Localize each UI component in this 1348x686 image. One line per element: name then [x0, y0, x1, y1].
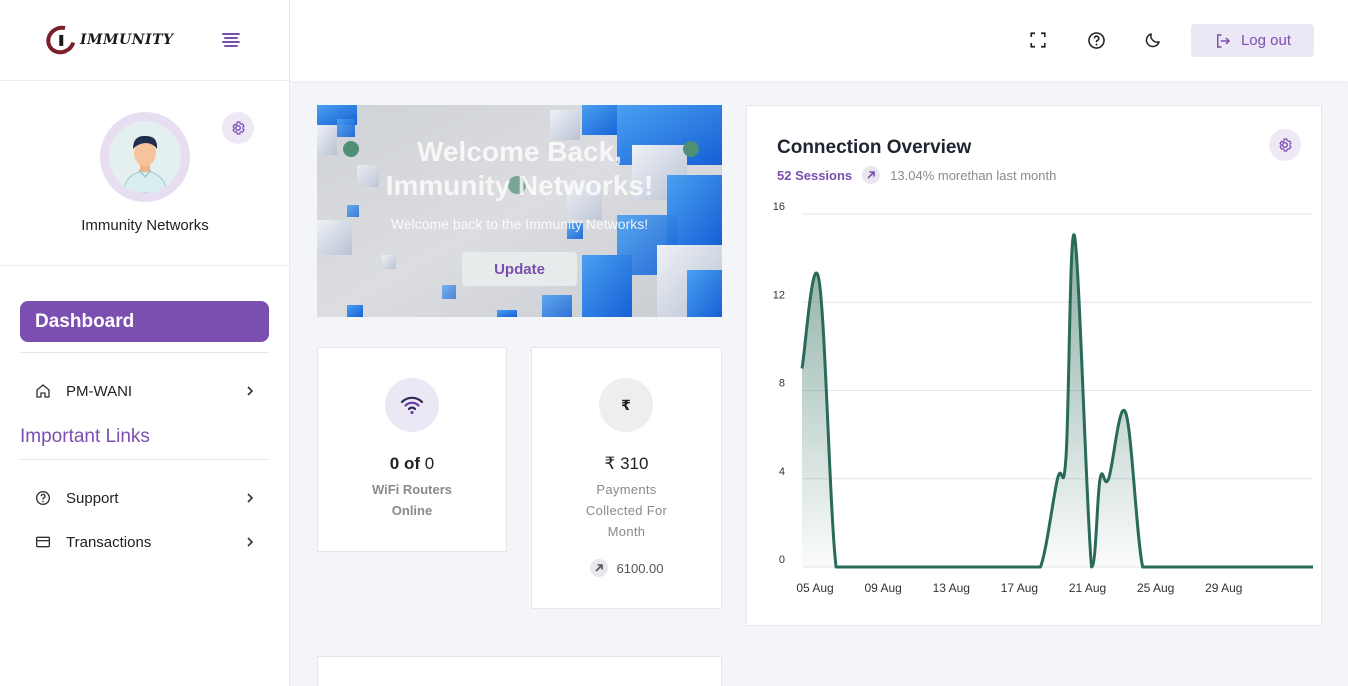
- welcome-banner: Welcome Back, Immunity Networks! Welcome…: [317, 105, 722, 317]
- sessions-count: 52 Sessions: [777, 167, 853, 183]
- connection-chart: 0 4 8 12 16 05 Aug 09 Aug 13 Aug 17 Aug 21 Aug 25 …: [773, 201, 1313, 595]
- x-tick-label: 21 Aug: [1069, 581, 1106, 595]
- payments-label-line2: Collected For: [585, 503, 668, 518]
- arrow-up-right-icon: [589, 559, 608, 577]
- logo-text: IMMUNITY: [80, 32, 174, 48]
- profile-name: Immunity Networks: [81, 217, 209, 234]
- rupee-icon: ₹: [599, 378, 653, 432]
- moon-icon[interactable]: [1143, 30, 1163, 50]
- payments-foot-value: 6100.00: [616, 560, 664, 576]
- y-tick-label: 8: [779, 378, 785, 390]
- topbar: Log out: [290, 0, 1348, 81]
- cubes-background-image: [317, 105, 722, 317]
- logout-label: Log out: [1240, 32, 1292, 49]
- welcome-subtitle: Welcome back to the Immunity Networks!: [390, 216, 649, 232]
- x-tick-label: 17 Aug: [1001, 581, 1038, 595]
- series-line: [800, 233, 1313, 569]
- payments-label-line1: Payments: [596, 482, 657, 497]
- y-tick-label: 0: [779, 554, 785, 566]
- payments-card: ₹ ₹ 310 Payments Collected For Month 610…: [531, 347, 722, 609]
- payments-value: ₹ 310: [604, 454, 649, 473]
- menu-toggle-icon[interactable]: [222, 33, 240, 47]
- routers-label-line2: Online: [391, 503, 433, 518]
- brand-logo[interactable]: IMMUNITY: [41, 20, 174, 60]
- y-tick-label: 16: [773, 201, 785, 213]
- chart-subtitle: 52 Sessions 13.04% morethan last month: [777, 166, 1056, 184]
- arrow-up-right-icon: [862, 166, 881, 184]
- logo-row: IMMUNITY: [0, 0, 289, 81]
- chart-settings-button[interactable]: [1269, 129, 1301, 161]
- routers-label: WiFi Routers Online: [318, 479, 506, 521]
- question-circle-icon: [34, 489, 52, 507]
- update-button[interactable]: Update: [462, 252, 577, 286]
- fullscreen-icon[interactable]: [1028, 30, 1048, 50]
- payments-label: Payments Collected For Month: [532, 479, 721, 542]
- sidebar-item-support[interactable]: Support: [20, 484, 269, 512]
- routers-total-count: 0: [424, 454, 435, 473]
- welcome-title-line1: Welcome Back,: [417, 136, 622, 167]
- series-area: [802, 234, 1313, 568]
- chevron-right-icon: [243, 492, 257, 504]
- x-tick-label: 29 Aug: [1205, 581, 1242, 595]
- y-tick-label: 12: [773, 289, 785, 301]
- connection-overview-card: 0 4 8 12 16 05 Aug 09 Aug 13 Aug 17 Aug 21 Aug 25 …: [746, 105, 1322, 626]
- sidebar-item-label: Transactions: [66, 533, 152, 551]
- routers-online-count: 0: [389, 454, 400, 473]
- logout-icon: [1216, 33, 1231, 48]
- bottom-card: [317, 656, 722, 686]
- gear-icon: [232, 121, 245, 135]
- divider: [20, 352, 269, 353]
- x-tick-label: 09 Aug: [864, 581, 901, 595]
- y-tick-label: 4: [779, 466, 785, 478]
- x-tick-label: 13 Aug: [933, 581, 970, 595]
- payments-label-line3: Month: [607, 524, 646, 539]
- gear-icon: [1279, 138, 1292, 152]
- welcome-title: Welcome Back, Immunity Networks!: [317, 135, 722, 203]
- sidebar-item-transactions[interactable]: Transactions: [20, 528, 269, 556]
- x-tick-label: 25 Aug: [1137, 581, 1174, 595]
- chevron-right-icon: [243, 385, 257, 397]
- profile-section: Immunity Networks: [0, 81, 289, 266]
- profile-settings-button[interactable]: [222, 112, 254, 144]
- welcome-title-line2: Immunity Networks!: [385, 170, 654, 201]
- logo-mark-icon: [41, 20, 81, 60]
- chart-title: Connection Overview: [777, 137, 972, 158]
- card-icon: [34, 533, 52, 551]
- avatar[interactable]: [109, 121, 181, 193]
- x-tick-label: 05 Aug: [796, 581, 833, 595]
- routers-label-line1: WiFi Routers: [371, 482, 453, 497]
- routers-of-text: of: [403, 454, 421, 473]
- payments-foot: 6100.00: [532, 559, 721, 577]
- sidebar: IMMUNITY Immunity: [0, 0, 290, 686]
- person-avatar-icon: [109, 121, 181, 193]
- wifi-icon: [385, 378, 439, 432]
- dashboard-nav-button[interactable]: Dashboard: [20, 301, 269, 342]
- divider: [20, 459, 269, 460]
- wifi-routers-card: 0 of 0 WiFi Routers Online: [317, 347, 507, 552]
- important-links-title: Important Links: [20, 426, 150, 447]
- home-icon: [34, 382, 52, 400]
- logout-button[interactable]: Log out: [1191, 24, 1314, 57]
- avatar-ring: [100, 112, 190, 202]
- routers-online-value: 0 of 0: [318, 454, 506, 474]
- sidebar-item-label: PM-WANI: [66, 382, 133, 400]
- sidebar-item-pm-wani[interactable]: PM-WANI: [20, 377, 269, 405]
- chevron-right-icon: [243, 536, 257, 548]
- help-icon[interactable]: [1086, 30, 1106, 50]
- rupee-glyph: ₹: [621, 396, 631, 413]
- sidebar-item-label: Support: [66, 489, 119, 507]
- change-text: 13.04% morethan last month: [890, 167, 1057, 183]
